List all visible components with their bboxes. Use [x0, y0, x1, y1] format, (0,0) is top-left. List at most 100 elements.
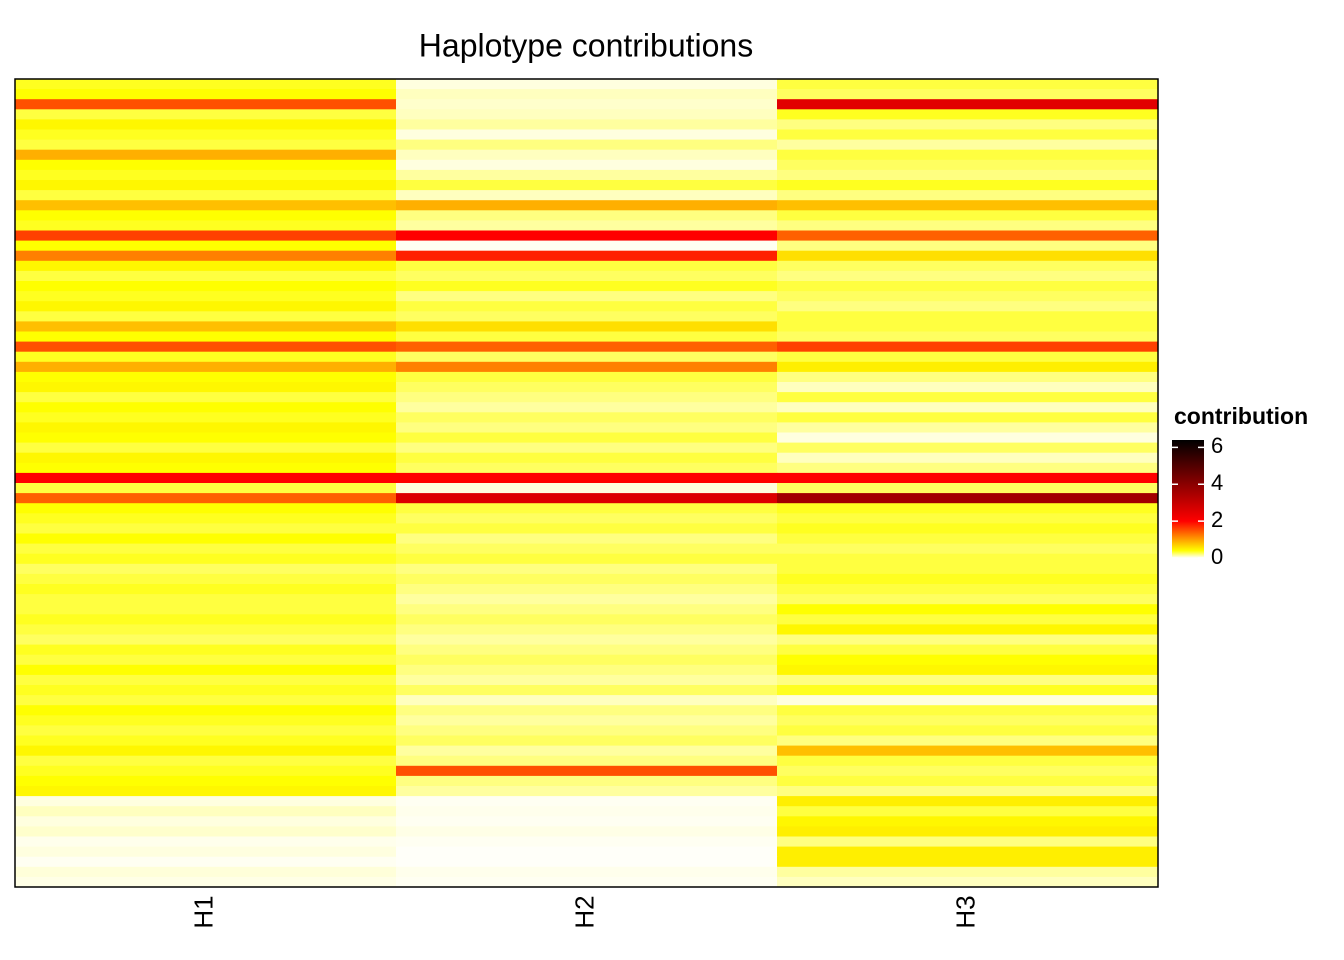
heatmap-cell	[15, 745, 397, 757]
heatmap-cell	[15, 755, 397, 767]
heatmap-cell	[396, 452, 778, 464]
heatmap-cell	[777, 836, 1159, 848]
heatmap-cell	[396, 705, 778, 716]
heatmap-cell	[15, 634, 397, 646]
heatmap-cell	[15, 563, 397, 575]
heatmap-cell	[396, 412, 778, 423]
heatmap-cell	[396, 250, 778, 262]
heatmap-cell	[396, 270, 778, 282]
heatmap-cell	[15, 392, 397, 403]
heatmap-cell	[15, 604, 397, 615]
heatmap-cell	[396, 331, 778, 343]
heatmap-cell	[396, 169, 778, 181]
heatmap-cell	[396, 200, 778, 211]
heatmap-cell	[396, 351, 778, 363]
heatmap-cell	[15, 866, 397, 878]
heatmap-cell	[396, 715, 778, 726]
heatmap-cell	[777, 270, 1159, 282]
heatmap-cell	[396, 311, 778, 322]
heatmap-cell	[396, 796, 778, 807]
heatmap-cell	[777, 260, 1159, 272]
heatmap-cell	[777, 674, 1159, 686]
heatmap-cell	[777, 462, 1159, 474]
heatmap-cell	[15, 826, 397, 837]
heatmap-cell	[15, 644, 397, 656]
heatmap-cell	[396, 503, 778, 514]
heatmap-cell	[777, 382, 1159, 393]
heatmap-cell	[15, 553, 397, 565]
heatmap-cell	[15, 291, 397, 302]
heatmap-cell	[396, 634, 778, 646]
heatmap-cell	[396, 745, 778, 757]
heatmap-cell	[396, 159, 778, 171]
heatmap-cell	[15, 220, 397, 231]
heatmap-cell	[15, 442, 397, 454]
heatmap-cell	[777, 513, 1159, 524]
heatmap-cell	[15, 200, 397, 211]
heatmap-cell	[15, 331, 397, 343]
heatmap-cell	[396, 513, 778, 524]
heatmap-cell	[396, 674, 778, 686]
heatmap-cell	[777, 99, 1159, 110]
heatmap-cell	[15, 79, 397, 90]
heatmap-cell	[396, 442, 778, 454]
heatmap-cell	[15, 775, 397, 787]
heatmap-cell	[777, 190, 1159, 201]
heatmap-cell	[777, 786, 1159, 797]
heatmap-cell	[777, 725, 1159, 736]
legend-tick-label: 4	[1211, 470, 1223, 495]
heatmap-cell	[777, 573, 1159, 585]
legend-title: contribution	[1174, 403, 1308, 429]
heatmap-cell	[777, 775, 1159, 787]
heatmap-cell	[396, 321, 778, 332]
heatmap-cell	[396, 735, 778, 747]
heatmap-cell	[777, 876, 1159, 888]
heatmap-cell	[15, 584, 397, 595]
heatmap-cell	[15, 260, 397, 272]
heatmap-cell	[15, 513, 397, 524]
heatmap-cell	[777, 331, 1159, 343]
heatmap-cell	[396, 836, 778, 848]
heatmap-cell	[777, 200, 1159, 211]
heatmap-cell	[777, 735, 1159, 747]
heatmap-cell	[777, 493, 1159, 504]
heatmap-cell	[396, 462, 778, 474]
heatmap-cell	[396, 210, 778, 221]
heatmap-cell	[15, 796, 397, 807]
heatmap-cell	[15, 180, 397, 191]
heatmap-cell	[396, 765, 778, 777]
heatmap-cell	[777, 149, 1159, 161]
heatmap-cell	[777, 533, 1159, 545]
heatmap-cell	[15, 412, 397, 423]
heatmap-cell	[777, 816, 1159, 827]
heatmap-cell	[396, 230, 778, 242]
heatmap-cell	[396, 806, 778, 817]
heatmap-cell	[15, 705, 397, 716]
heatmap-cell	[777, 412, 1159, 423]
heatmap-cell	[396, 149, 778, 161]
heatmap-cell	[777, 169, 1159, 181]
heatmap-cell	[15, 523, 397, 534]
heatmap-cell	[777, 452, 1159, 464]
heatmap-cell	[777, 664, 1159, 676]
heatmap-cell	[777, 109, 1159, 120]
x-tick-label: H3	[950, 895, 980, 928]
heatmap-cell	[777, 472, 1159, 484]
heatmap-cell	[396, 392, 778, 403]
heatmap-cell	[15, 190, 397, 201]
heatmap-cell	[396, 493, 778, 504]
heatmap-cell	[396, 654, 778, 666]
heatmap-cell	[15, 129, 397, 141]
heatmap-cell	[15, 674, 397, 686]
heatmap-cell	[777, 301, 1159, 312]
heatmap-cell	[396, 553, 778, 565]
heatmap-cell	[15, 856, 397, 868]
heatmap-cell	[777, 826, 1159, 837]
heatmap-cell	[15, 402, 397, 413]
heatmap-cell	[15, 715, 397, 726]
heatmap-cell	[396, 190, 778, 201]
heatmap-cell	[396, 281, 778, 292]
heatmap-cell	[777, 806, 1159, 817]
heatmap-cell	[396, 240, 778, 252]
